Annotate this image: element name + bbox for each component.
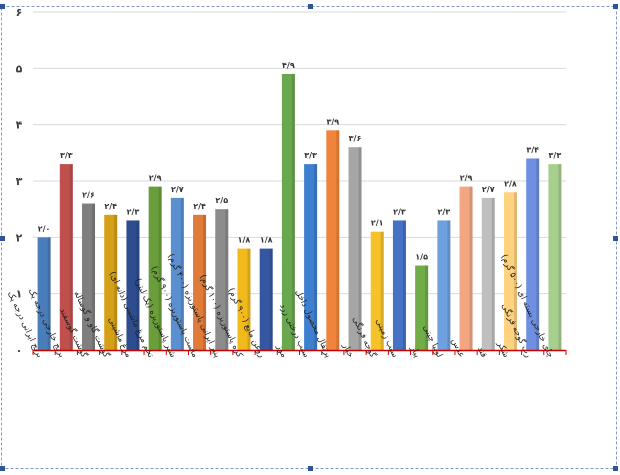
bar-shade <box>491 197 495 350</box>
selection-handle[interactable] <box>308 466 313 471</box>
y-tick-label: ۰ <box>16 344 23 357</box>
bar <box>326 130 340 350</box>
data-label: ۱/۵ <box>415 253 428 262</box>
bar-shade <box>247 248 251 350</box>
bar <box>237 248 251 350</box>
data-label: ۳/۴ <box>526 145 539 154</box>
bar-shade <box>269 248 273 350</box>
data-label: ۳/۳ <box>60 151 73 160</box>
bar-shade <box>203 214 207 350</box>
data-label: ۱/۸ <box>260 236 273 245</box>
bar-shade <box>558 164 562 350</box>
bars <box>37 73 562 350</box>
bar <box>148 186 162 350</box>
data-label: ۳/۳ <box>304 151 317 160</box>
selection-handle[interactable] <box>0 4 5 9</box>
bar-shade <box>136 220 140 350</box>
data-label: ۲/۴ <box>104 202 117 211</box>
data-label: ۲/۹ <box>460 174 473 183</box>
bar <box>170 197 184 350</box>
bar <box>459 186 473 350</box>
data-label: ۳/۹ <box>326 117 339 126</box>
bar-shade <box>291 73 295 350</box>
data-label: ۲/۵ <box>215 196 228 205</box>
bar-shade <box>513 192 517 350</box>
bar-shade <box>336 130 340 350</box>
y-tick-label: ۵ <box>16 62 23 75</box>
selection-handle[interactable] <box>308 4 313 9</box>
bar-shade <box>447 220 451 350</box>
bar <box>348 147 362 350</box>
bar-shade <box>425 265 429 350</box>
y-tick-label: ۲ <box>16 231 23 244</box>
bar <box>481 197 495 350</box>
data-label: ۲/۱ <box>371 219 384 228</box>
data-label: ۲/۳ <box>438 207 451 216</box>
data-label: ۱/۸ <box>238 236 251 245</box>
value-labels: ۲/۰ ۳/۳ ۲/۶ ۲/۴ ۲/۳ ۲/۹ ۲/۷ ۲/۴ ۲/۵ ۱/۸ ۱/۸ ۴/۹ ۳/۳ ۳… <box>38 61 562 262</box>
bar-shade <box>69 164 73 350</box>
selection-handle[interactable] <box>613 466 618 471</box>
bar-shade <box>402 220 406 350</box>
bar-shade <box>358 147 362 350</box>
data-label: ۲/۳ <box>127 207 140 216</box>
bar <box>526 158 540 350</box>
data-label: ۲/۸ <box>504 179 517 188</box>
selection-handle[interactable] <box>613 236 618 241</box>
data-label: ۳/۶ <box>349 134 362 143</box>
data-label: ۲/۳ <box>393 207 406 216</box>
bar <box>37 237 51 350</box>
bar <box>259 248 273 350</box>
bar-shade <box>314 164 318 350</box>
category-label: قند <box>475 345 489 359</box>
selection-handle[interactable] <box>613 4 618 9</box>
bar <box>548 164 562 350</box>
y-tick-label: ۱ <box>16 288 23 301</box>
bar <box>193 214 207 350</box>
bar <box>370 231 384 350</box>
data-label: ۲/۴ <box>193 202 206 211</box>
bar-shade <box>380 231 384 350</box>
bar-shade <box>47 237 51 350</box>
selection-handle[interactable] <box>0 236 5 241</box>
data-label: ۲/۶ <box>82 191 95 200</box>
bar <box>104 214 118 350</box>
bar-shade <box>92 203 96 350</box>
bar-shade <box>114 214 118 350</box>
data-label: ۳/۳ <box>549 151 562 160</box>
bar-shade <box>469 186 473 350</box>
bar <box>415 265 429 350</box>
y-tick-label: ۶ <box>16 6 23 19</box>
bar <box>437 220 451 350</box>
bar-shade <box>158 186 162 350</box>
bar-shade <box>180 197 184 350</box>
bar <box>215 209 229 350</box>
bar <box>126 220 140 350</box>
data-label: ۲/۷ <box>171 185 184 194</box>
y-tick-label: ۳ <box>16 175 23 188</box>
y-tick-label: ۴ <box>16 119 23 132</box>
bar <box>281 73 295 350</box>
selection-handle[interactable] <box>0 466 5 471</box>
bar <box>304 164 318 350</box>
bar-shade <box>225 209 229 350</box>
bar-shade <box>536 158 540 350</box>
data-label: ۴/۹ <box>282 61 295 70</box>
data-label: ۲/۷ <box>482 185 495 194</box>
y-axis: ۰ ۱ ۲ ۳ ۴ ۵ ۶ <box>16 6 23 357</box>
gridlines <box>33 11 566 295</box>
bar <box>59 164 73 350</box>
x-axis <box>32 349 567 355</box>
bar <box>392 220 406 350</box>
bar <box>82 203 96 350</box>
data-label: ۲/۹ <box>149 174 162 183</box>
bar <box>503 192 517 350</box>
data-label: ۲/۰ <box>38 224 51 233</box>
